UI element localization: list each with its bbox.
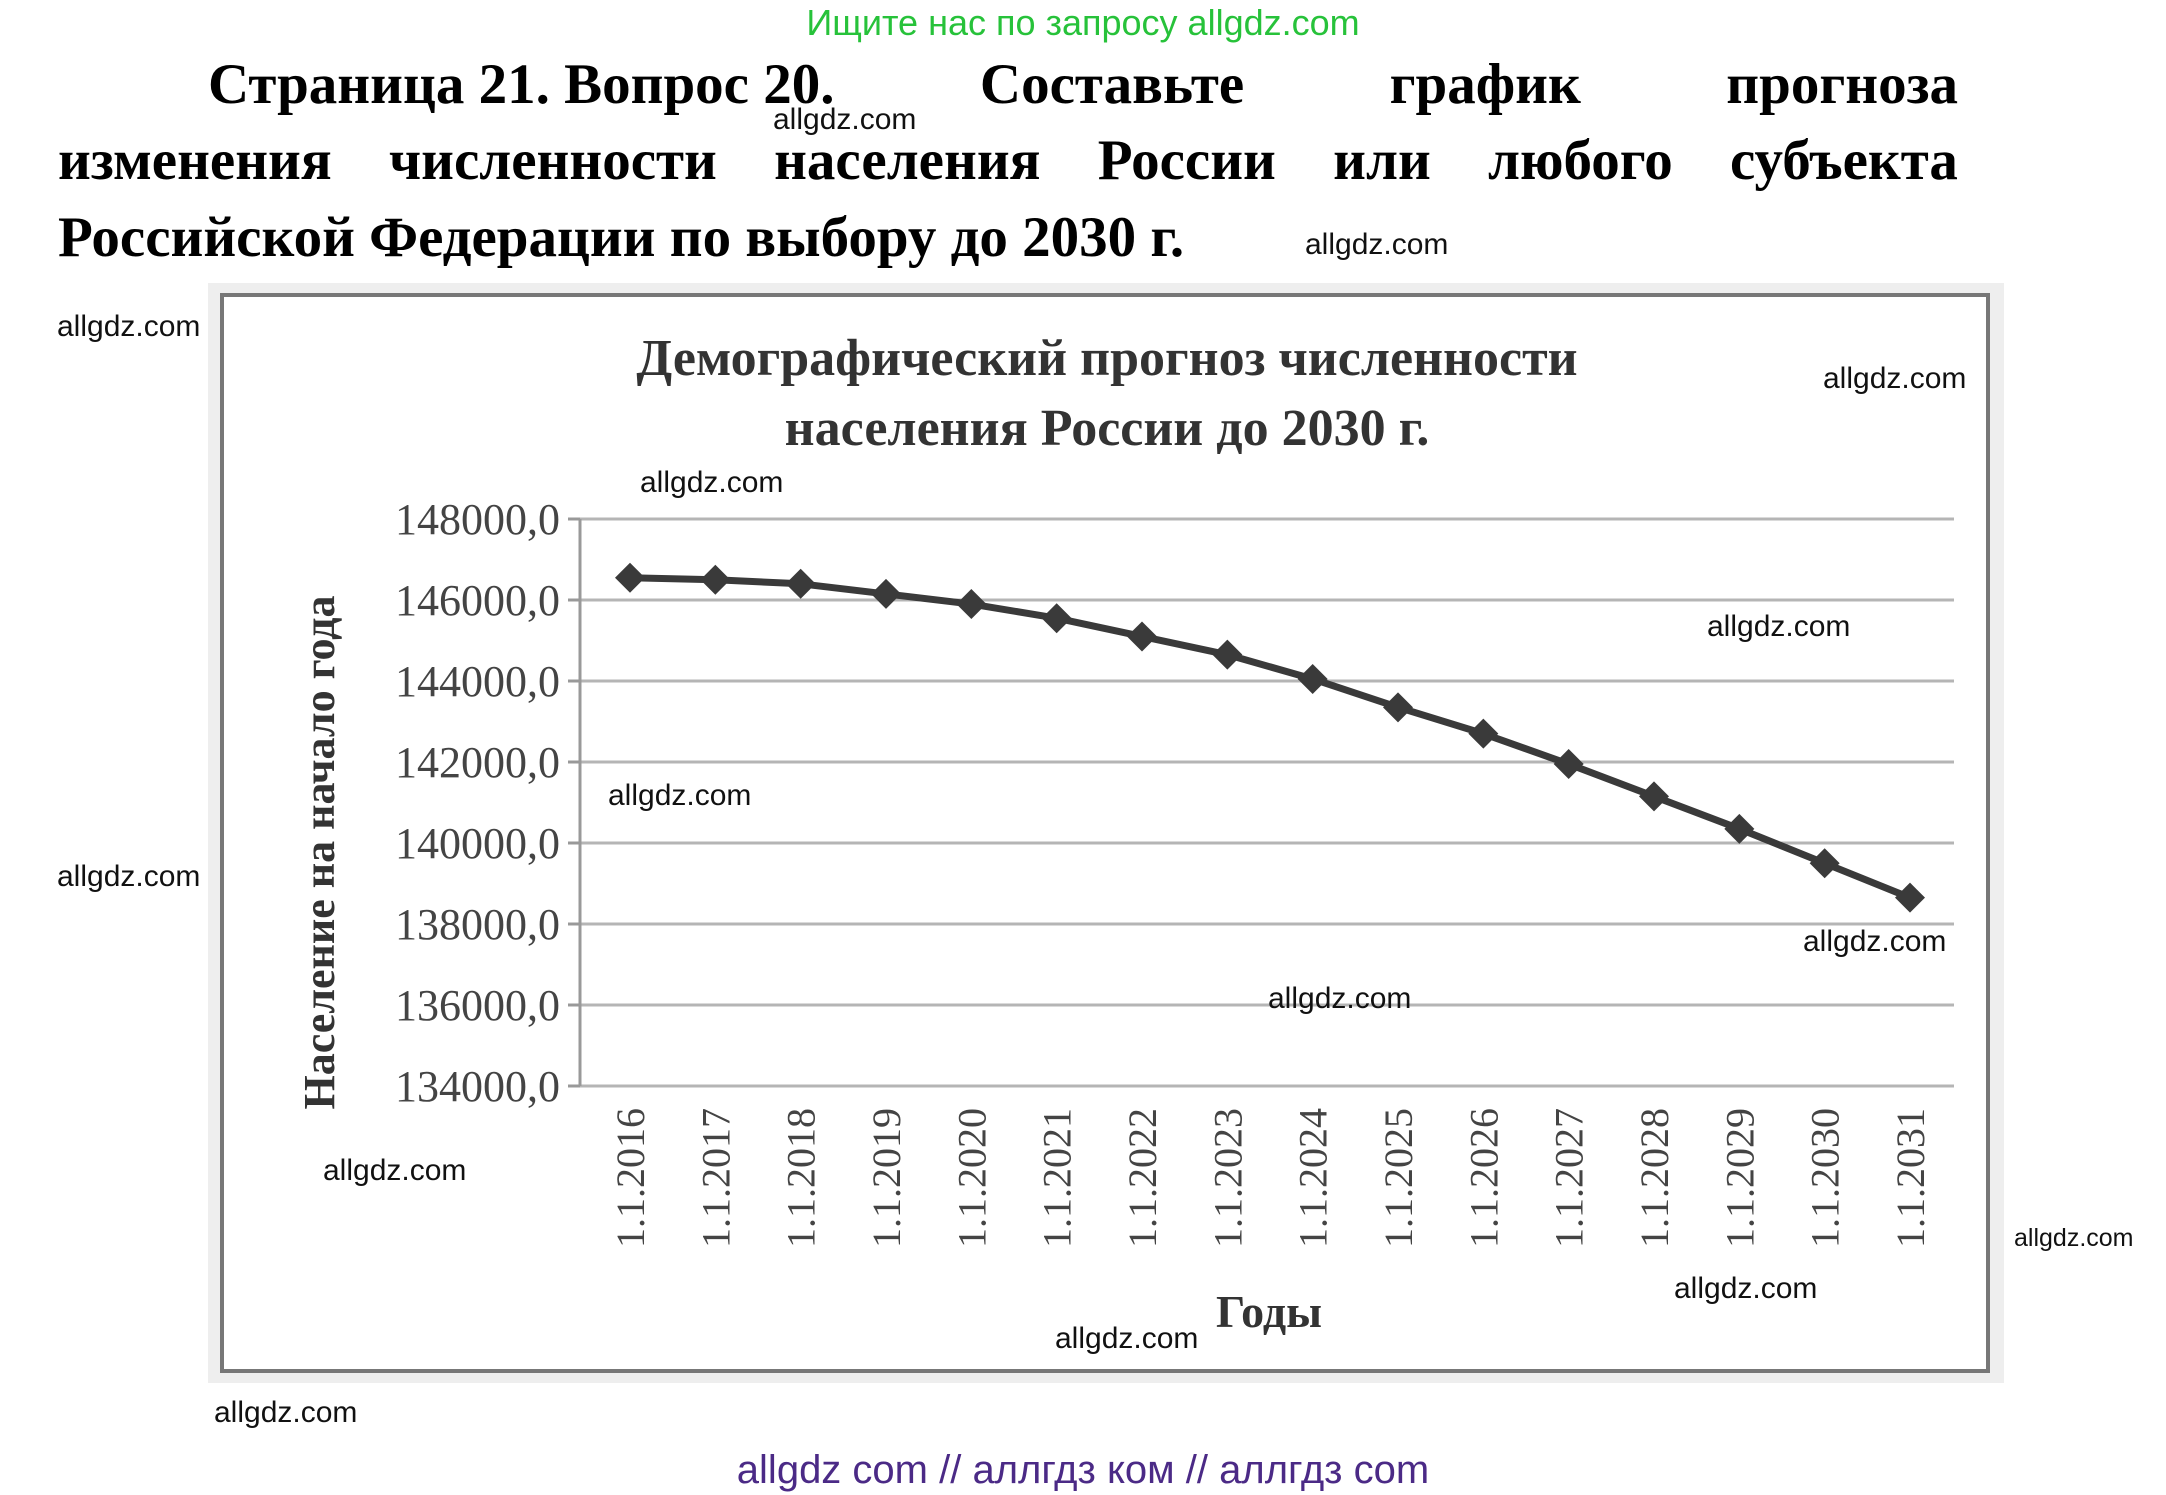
- watermark: allgdz.com: [2014, 1224, 2134, 1252]
- watermark: allgdz.com: [1305, 228, 1449, 261]
- watermark: allgdz.com: [1803, 925, 1947, 958]
- x-tick-label: 1.1.2031: [1888, 1108, 1933, 1248]
- x-tick-label: 1.1.2024: [1291, 1108, 1336, 1248]
- x-tick-label: 1.1.2028: [1632, 1108, 1677, 1248]
- watermark: allgdz.com: [1823, 362, 1967, 395]
- y-tick-label: 146000,0: [395, 576, 560, 625]
- heading-word: изменения: [58, 129, 332, 192]
- y-axis-label: Население на начало года: [295, 596, 344, 1110]
- data-point: [615, 562, 645, 593]
- heading-word: Составьте: [979, 53, 1245, 116]
- heading-word: график: [1389, 53, 1581, 116]
- x-tick-label: 1.1.2018: [779, 1108, 824, 1248]
- data-point: [1724, 813, 1755, 844]
- chart-title-line-2: населения России до 2030 г.: [785, 400, 1430, 457]
- watermark: allgdz.com: [323, 1154, 467, 1187]
- x-tick-label: 1.1.2017: [693, 1108, 738, 1248]
- data-point: [1127, 621, 1157, 652]
- x-tick-label: 1.1.2029: [1717, 1108, 1762, 1248]
- x-axis-label: Годы: [1216, 1286, 1322, 1337]
- heading-word: населения: [774, 129, 1041, 192]
- data-point: [1895, 882, 1925, 913]
- watermark: allgdz.com: [773, 103, 917, 136]
- x-tick-label: 1.1.2030: [1803, 1108, 1848, 1248]
- watermark: allgdz.com: [640, 466, 784, 499]
- watermark: allgdz.com: [1055, 1322, 1199, 1355]
- heading-line-1: Страница 21. Вопрос 20. Составьте график…: [208, 52, 1958, 117]
- data-point: [785, 568, 816, 599]
- heading-word: прогноза: [1726, 53, 1958, 116]
- x-tick-label: 1.1.2022: [1120, 1108, 1165, 1248]
- data-point: [1383, 692, 1413, 723]
- heading-word: Страница 21. Вопрос 20.: [208, 53, 835, 116]
- data-point: [1809, 848, 1840, 879]
- y-tick-label: 140000,0: [395, 819, 560, 868]
- data-point: [956, 589, 987, 620]
- heading-word: любого: [1488, 129, 1673, 192]
- x-tick-label: 1.1.2023: [1205, 1108, 1250, 1248]
- data-point: [1297, 663, 1328, 694]
- watermark: allgdz.com: [1268, 982, 1412, 1015]
- y-tick-label: 136000,0: [395, 981, 560, 1030]
- watermark: allgdz.com: [608, 779, 752, 812]
- x-tick-label: 1.1.2025: [1376, 1108, 1421, 1248]
- x-tick-label: 1.1.2026: [1461, 1108, 1506, 1248]
- data-point: [1553, 749, 1584, 780]
- heading-word: России: [1097, 129, 1276, 192]
- series-line: [629, 574, 1912, 901]
- chart-panel: Демографический прогноз численности насел…: [220, 293, 1990, 1373]
- data-point: [1468, 718, 1499, 749]
- heading-line-2: изменения численности населения России и…: [58, 128, 1958, 193]
- footer-links: allgdz com // аллгдз ком // аллгдз com: [736, 1448, 1430, 1492]
- population-chart: Демографический прогноз численности насел…: [295, 330, 1954, 1337]
- y-tick-label: 138000,0: [395, 900, 560, 949]
- x-tick-label: 1.1.2019: [864, 1108, 909, 1248]
- data-point: [700, 564, 731, 595]
- x-tick-label: 1.1.2016: [608, 1108, 653, 1248]
- search-banner: Ищите нас по запросу allgdz.com: [806, 2, 1360, 43]
- watermark: allgdz.com: [214, 1396, 358, 1429]
- y-tick-label: 144000,0: [395, 657, 560, 706]
- heading-word: субъекта: [1729, 129, 1958, 192]
- data-point: [1639, 781, 1669, 812]
- data-point: [1041, 603, 1072, 634]
- y-tick-label: 134000,0: [395, 1062, 560, 1111]
- heading-line-3: Российской Федерации по выбору до 2030 г…: [58, 206, 1185, 269]
- chart-title-line-1: Демографический прогноз численности: [636, 330, 1577, 387]
- watermark: allgdz.com: [57, 310, 201, 343]
- y-tick-label: 142000,0: [395, 738, 560, 787]
- x-tick-label: 1.1.2027: [1547, 1108, 1592, 1248]
- data-point: [1212, 639, 1243, 670]
- heading-word: или: [1333, 129, 1431, 192]
- heading-word: численности: [388, 129, 717, 192]
- x-tick-label: 1.1.2021: [1035, 1108, 1080, 1248]
- watermark: allgdz.com: [57, 860, 201, 893]
- watermark: allgdz.com: [1674, 1272, 1818, 1305]
- x-tick-label: 1.1.2020: [949, 1108, 994, 1248]
- data-point: [871, 578, 901, 609]
- chart-frame: Демографический прогноз численности насел…: [208, 283, 2004, 1383]
- watermark: allgdz.com: [1707, 610, 1851, 643]
- y-tick-label: 148000,0: [395, 495, 560, 544]
